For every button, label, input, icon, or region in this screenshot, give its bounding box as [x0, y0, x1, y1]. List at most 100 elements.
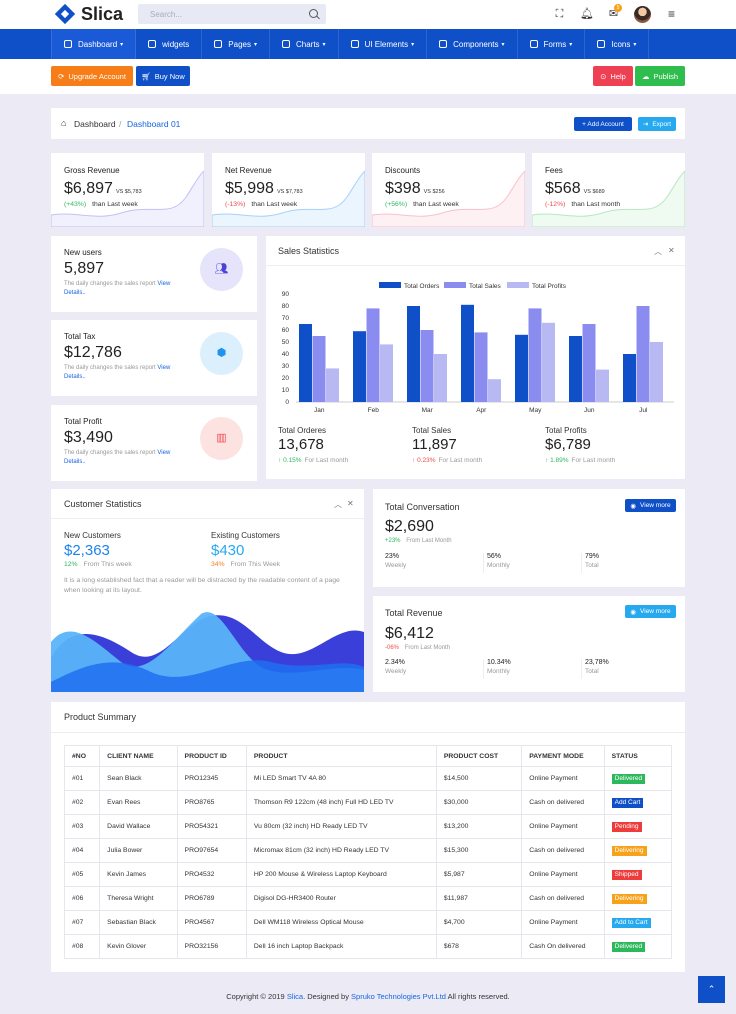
cell-text: Kevin James	[107, 871, 147, 878]
view-details-link[interactable]: View Details..	[64, 365, 171, 380]
bell-icon[interactable]: 🔔︎	[580, 8, 594, 20]
avatar[interactable]	[634, 6, 651, 23]
bar[interactable]	[461, 304, 474, 402]
nav-item-icons[interactable]: Icons ▾	[585, 29, 650, 59]
brand-logo[interactable]: Slica	[54, 4, 123, 25]
sales-summary-value: 13,678	[278, 436, 324, 453]
table-cell: $11,987	[435, 886, 523, 911]
bar[interactable]	[353, 331, 366, 402]
table-cell: Cash on delivered	[521, 790, 605, 815]
cell-text: Dell 16 inch Laptop Backpack	[253, 943, 344, 950]
customer-wave-chart	[51, 612, 364, 692]
fullscreen-icon[interactable]: ⛶	[555, 8, 564, 20]
table-cell: Cash On delivered	[521, 934, 605, 959]
bar[interactable]	[650, 342, 663, 402]
cell-text: PRO4532	[184, 871, 215, 878]
close-icon[interactable]: ✕	[347, 499, 354, 508]
table-row[interactable]: #04 Julia Bower PRO97654 Micromax 81cm (32 …	[63, 838, 673, 863]
publish-button[interactable]: ☁ Publish	[635, 66, 685, 86]
bar[interactable]	[407, 306, 420, 402]
conversation-view-more-button[interactable]: ◉ View more	[625, 499, 676, 512]
footer-company-link[interactable]: Spruko Technologies Pvt.Ltd	[351, 992, 446, 1001]
table-row[interactable]: #02 Evan Rees PRO8765 Thomson R9 122cm (48 …	[63, 790, 673, 815]
bar[interactable]	[326, 368, 339, 402]
bar[interactable]	[515, 334, 528, 402]
nav-item-ui-elements[interactable]: UI Elements ▾	[339, 29, 428, 59]
upgrade-account-button[interactable]: ⟳ Upgrade Account	[51, 66, 133, 86]
table-row[interactable]: #07 Sebastian Black PRO4567 Dell WM118 Wire…	[63, 910, 673, 935]
table-cell: Dell WM118 Wireless Optical Mouse	[245, 910, 437, 935]
legend-swatch	[379, 282, 401, 288]
nav-item-pages[interactable]: Pages ▾	[202, 29, 270, 59]
buy-now-button[interactable]: 🛒︎ Buy Now	[136, 66, 190, 86]
table-row[interactable]: #08 Kevin Glover PRO32156 Dell 16 inch Lapt…	[63, 934, 673, 959]
bar[interactable]	[380, 344, 393, 402]
table-row[interactable]: #05 Kevin James PRO4532 HP 200 Mouse & Wire…	[63, 862, 673, 887]
status-badge: Shipped	[611, 869, 642, 880]
view-details-link[interactable]: View Details..	[64, 450, 171, 465]
footer-brand-link[interactable]: Slica	[286, 992, 304, 1001]
bar[interactable]	[569, 336, 582, 402]
help-button[interactable]: ⊙ Help	[593, 66, 633, 86]
table-row[interactable]: #03 David Wallace PRO54321 Vu 80cm (32 inch…	[63, 814, 673, 839]
chart-icon: ▥	[200, 417, 243, 460]
breadcrumb-root[interactable]: Dashboard	[74, 119, 116, 129]
table-cell: Pending	[603, 814, 673, 839]
chevron-down-icon: ▾	[569, 41, 573, 48]
table-cell: PRO4567	[176, 910, 247, 935]
column-header: CLIENT NAME	[99, 745, 178, 767]
chevron-down-icon: ▾	[411, 41, 415, 48]
table-cell: $5,987	[435, 862, 523, 887]
kpi-card: Fees $568 VS $689 (-12%) than Last month	[532, 153, 685, 227]
collapse-icon[interactable]: ︿	[654, 247, 662, 256]
breadcrumb-current: Dashboard 01	[127, 119, 181, 129]
bar[interactable]	[582, 324, 596, 402]
y-tick-label: 30	[282, 363, 290, 370]
bar[interactable]	[366, 308, 380, 402]
bar[interactable]	[474, 332, 488, 402]
table-cell: Kevin James	[99, 862, 178, 887]
search-input[interactable]: Search...	[138, 4, 326, 24]
bar[interactable]	[528, 308, 542, 402]
bar[interactable]	[488, 379, 501, 402]
bar[interactable]	[596, 369, 609, 402]
view-details-link[interactable]: View Details..	[64, 281, 171, 296]
bar[interactable]	[299, 324, 312, 402]
chevron-down-icon: ▾	[633, 41, 637, 48]
table-cell: #07	[63, 910, 101, 935]
cell-text: Cash on delivered	[529, 895, 585, 902]
product-summary-title: Product Summary	[64, 712, 137, 722]
close-icon[interactable]: ✕	[668, 246, 675, 255]
eye-icon: ◉	[630, 502, 637, 510]
export-button[interactable]: ⇥ Export	[638, 117, 676, 131]
bar[interactable]	[636, 306, 650, 402]
nav-item-charts[interactable]: Charts ▾	[270, 29, 339, 59]
search-icon[interactable]	[309, 9, 318, 18]
nav-item-widgets[interactable]: widgets	[136, 29, 203, 59]
mail-icon[interactable]: ✉	[608, 8, 619, 20]
sales-summary-value: $6,789	[545, 436, 591, 453]
nav-icon	[439, 40, 448, 48]
bar[interactable]	[623, 354, 636, 402]
bar[interactable]	[434, 354, 447, 402]
bar[interactable]	[312, 336, 326, 402]
table-cell: Julia Bower	[99, 838, 178, 863]
revenue-view-more-button[interactable]: ◉ View more	[625, 605, 676, 618]
collapse-icon[interactable]: ︿	[334, 500, 342, 509]
stat-item-label: Weekly	[385, 668, 407, 675]
bar[interactable]	[420, 330, 434, 402]
add-account-button[interactable]: + Add Account	[574, 117, 632, 131]
table-row[interactable]: #06 Theresa Wright PRO6789 Digisol DG-HR340…	[63, 886, 673, 911]
search-placeholder: Search...	[150, 10, 183, 19]
nav-item-components[interactable]: Components ▾	[427, 29, 518, 59]
menu-icon[interactable]: ≡	[667, 7, 675, 21]
stat-item-label: Monthly	[487, 562, 510, 569]
stat-description: The daily changes the sales report	[64, 365, 156, 371]
bar[interactable]	[542, 322, 555, 402]
nav-item-forms[interactable]: Forms ▾	[518, 29, 586, 59]
back-to-top-button[interactable]: ⌃	[698, 976, 725, 1003]
table-cell: $13,200	[435, 814, 523, 839]
nav-item-dashboard[interactable]: Dashboard ▾	[51, 29, 137, 59]
table-row[interactable]: #01 Sean Black PRO12345 Mi LED Smart TV 4A …	[63, 766, 673, 791]
x-tick-label: Feb	[368, 407, 380, 414]
